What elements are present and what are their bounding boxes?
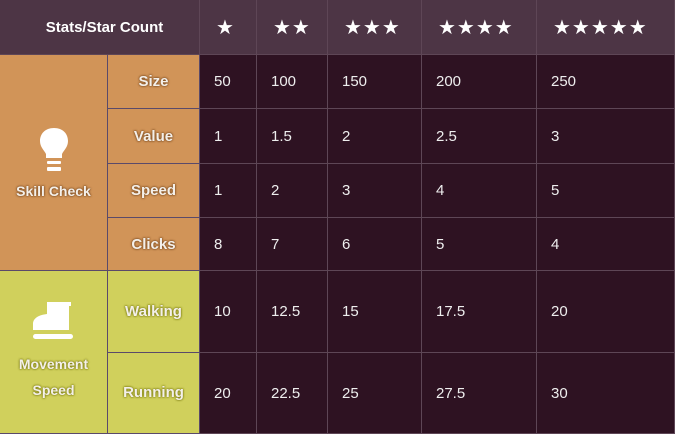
- value-cell: 27.5: [422, 353, 537, 434]
- value-cell: 25: [328, 353, 422, 434]
- value-cell: 5: [422, 218, 537, 271]
- value-cell: 20: [200, 353, 257, 434]
- value-cell: 2: [257, 164, 328, 218]
- stat-label: Walking: [108, 271, 200, 353]
- value-cell: 3: [328, 164, 422, 218]
- value-cell: 3: [537, 109, 675, 164]
- value-cell: 1.5: [257, 109, 328, 164]
- value-cell: 1: [200, 164, 257, 218]
- stat-label: Running: [108, 353, 200, 434]
- value-cell: 7: [257, 218, 328, 271]
- header-4-star: ★★★★: [422, 0, 537, 55]
- header-5-star: ★★★★★: [537, 0, 675, 55]
- value-cell: 150: [328, 55, 422, 109]
- header-1-star: ★: [200, 0, 257, 55]
- value-cell: 1: [200, 109, 257, 164]
- value-cell: 5: [537, 164, 675, 218]
- group-label: Movement Speed: [18, 356, 89, 398]
- lightbulb-icon: [39, 127, 68, 171]
- value-cell: 17.5: [422, 271, 537, 353]
- group-label: Skill Check: [16, 182, 91, 199]
- header-3-star: ★★★: [328, 0, 422, 55]
- value-cell: 15: [328, 271, 422, 353]
- value-cell: 2.5: [422, 109, 537, 164]
- value-cell: 22.5: [257, 353, 328, 434]
- value-cell: 6: [328, 218, 422, 271]
- value-cell: 100: [257, 55, 328, 109]
- value-cell: 30: [537, 353, 675, 434]
- header-2-star: ★★: [257, 0, 328, 55]
- value-cell: 4: [537, 218, 675, 271]
- group-movement-speed: Movement Speed: [0, 271, 108, 434]
- value-cell: 8: [200, 218, 257, 271]
- value-cell: 200: [422, 55, 537, 109]
- value-cell: 250: [537, 55, 675, 109]
- header-title: Stats/Star Count: [0, 0, 200, 55]
- stat-label: Clicks: [108, 218, 200, 271]
- boot-icon: [32, 302, 73, 339]
- group-skill-check: Skill Check: [0, 55, 108, 271]
- stat-label: Size: [108, 55, 200, 109]
- value-cell: 50: [200, 55, 257, 109]
- value-cell: 10: [200, 271, 257, 353]
- value-cell: 2: [328, 109, 422, 164]
- stat-label: Value: [108, 109, 200, 164]
- value-cell: 12.5: [257, 271, 328, 353]
- stat-label: Speed: [108, 164, 200, 218]
- value-cell: 20: [537, 271, 675, 353]
- value-cell: 4: [422, 164, 537, 218]
